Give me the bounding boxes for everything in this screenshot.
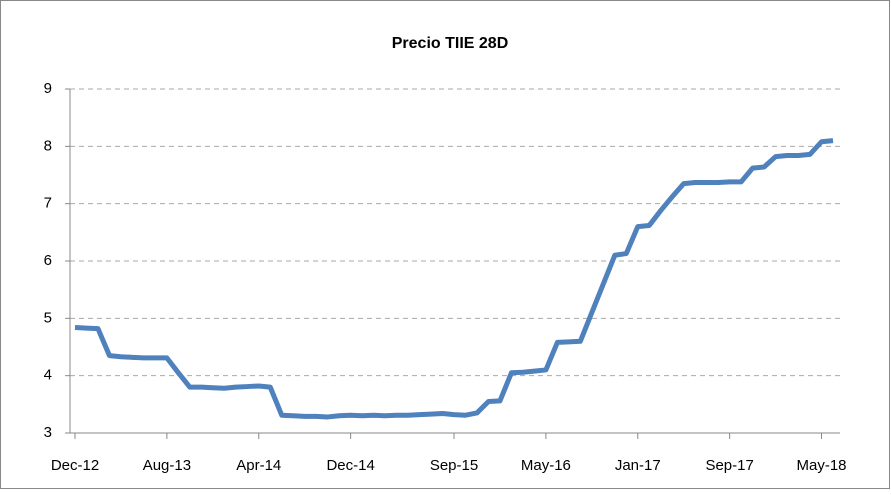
x-tick-label: Dec-12 xyxy=(51,457,99,474)
x-tick-label: Sep-15 xyxy=(430,457,478,474)
y-tick-label: 3 xyxy=(44,424,52,441)
chart-title: Precio TIIE 28D xyxy=(392,35,509,52)
y-tick-label: 9 xyxy=(44,80,52,97)
x-tick-label: Jan-17 xyxy=(615,457,661,474)
y-tick-label: 8 xyxy=(44,137,52,154)
y-tick-label: 5 xyxy=(44,309,52,326)
x-tick-label: May-18 xyxy=(796,457,846,474)
x-tick-label: Sep-17 xyxy=(705,457,753,474)
x-tick-label: Apr-14 xyxy=(236,457,281,474)
y-tick-label: 7 xyxy=(44,195,52,212)
x-tick-label: Aug-13 xyxy=(143,457,191,474)
y-tick-label: 6 xyxy=(44,252,52,269)
y-tick-label: 4 xyxy=(44,367,52,384)
x-tick-label: May-16 xyxy=(521,457,571,474)
line-series xyxy=(74,138,834,420)
x-tick-label: Dec-14 xyxy=(326,457,374,474)
